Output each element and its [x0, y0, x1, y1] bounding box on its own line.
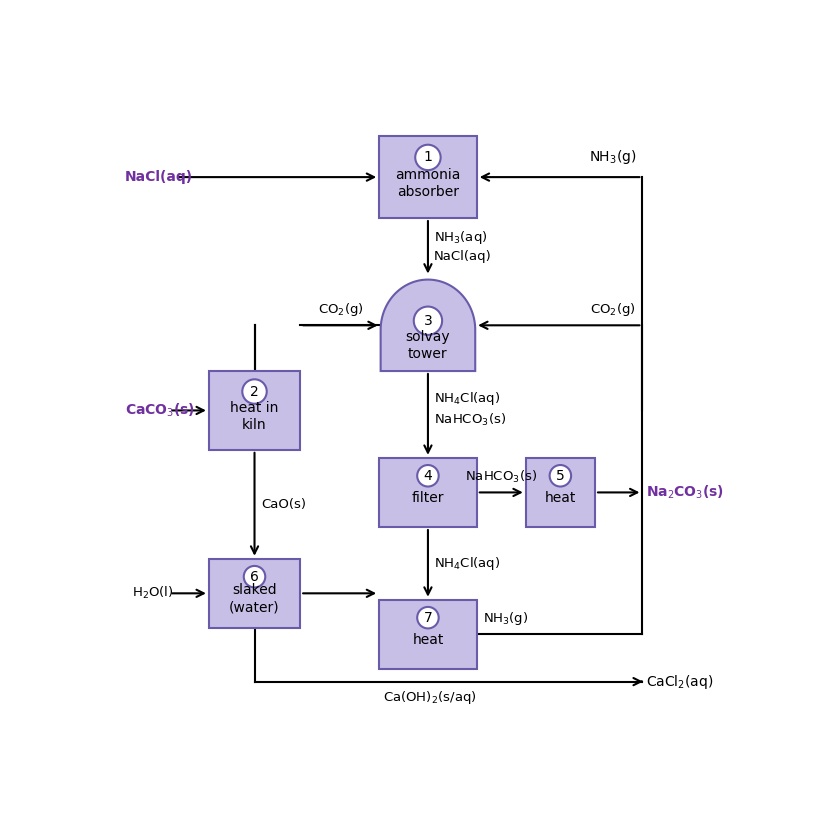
Circle shape	[415, 145, 441, 170]
Text: Ca(OH)$_2$(s/aq): Ca(OH)$_2$(s/aq)	[382, 689, 476, 706]
Text: slaked
(water): slaked (water)	[229, 583, 280, 614]
Circle shape	[418, 465, 438, 486]
Circle shape	[549, 465, 571, 486]
Circle shape	[414, 306, 442, 335]
Text: 6: 6	[250, 570, 259, 584]
Text: Na$_2$CO$_3$(s): Na$_2$CO$_3$(s)	[645, 484, 724, 501]
Text: NH$_3$(g): NH$_3$(g)	[589, 147, 636, 165]
Text: CO$_2$(g): CO$_2$(g)	[317, 301, 363, 318]
Circle shape	[242, 379, 266, 404]
Text: 7: 7	[423, 611, 433, 625]
Text: CaCl$_2$(aq): CaCl$_2$(aq)	[645, 672, 713, 690]
Text: NH$_4$Cl(aq)
NaHCO$_3$(s): NH$_4$Cl(aq) NaHCO$_3$(s)	[434, 391, 506, 428]
Circle shape	[244, 566, 266, 587]
Text: filter: filter	[412, 491, 444, 505]
PathPatch shape	[381, 279, 475, 371]
Text: 1: 1	[423, 151, 433, 165]
FancyBboxPatch shape	[209, 371, 301, 450]
Text: CaO(s): CaO(s)	[261, 498, 306, 511]
Text: CaCO$_3$(s): CaCO$_3$(s)	[125, 402, 195, 419]
Text: NaHCO$_3$(s): NaHCO$_3$(s)	[465, 468, 537, 485]
Text: ammonia
absorber: ammonia absorber	[395, 168, 461, 199]
Text: heat: heat	[544, 491, 576, 505]
FancyBboxPatch shape	[209, 559, 301, 628]
FancyBboxPatch shape	[526, 458, 595, 527]
Text: CO$_2$(g): CO$_2$(g)	[590, 301, 636, 318]
Text: 2: 2	[250, 385, 259, 399]
Text: heat: heat	[412, 633, 443, 647]
FancyBboxPatch shape	[379, 458, 477, 527]
Text: NH$_3$(g): NH$_3$(g)	[483, 610, 529, 627]
Text: 5: 5	[556, 468, 564, 482]
Text: 4: 4	[423, 468, 433, 482]
FancyBboxPatch shape	[379, 600, 477, 669]
FancyBboxPatch shape	[379, 136, 477, 218]
Text: heat in
kiln: heat in kiln	[230, 401, 279, 432]
Text: NH$_4$Cl(aq): NH$_4$Cl(aq)	[434, 554, 501, 572]
Text: H$_2$O(l): H$_2$O(l)	[132, 586, 173, 601]
Text: NaCl(aq): NaCl(aq)	[125, 170, 194, 184]
Text: NH$_3$(aq)
NaCl(aq): NH$_3$(aq) NaCl(aq)	[434, 229, 492, 263]
Text: 3: 3	[423, 314, 433, 328]
Text: solvay
tower: solvay tower	[406, 330, 450, 361]
Circle shape	[418, 607, 438, 628]
